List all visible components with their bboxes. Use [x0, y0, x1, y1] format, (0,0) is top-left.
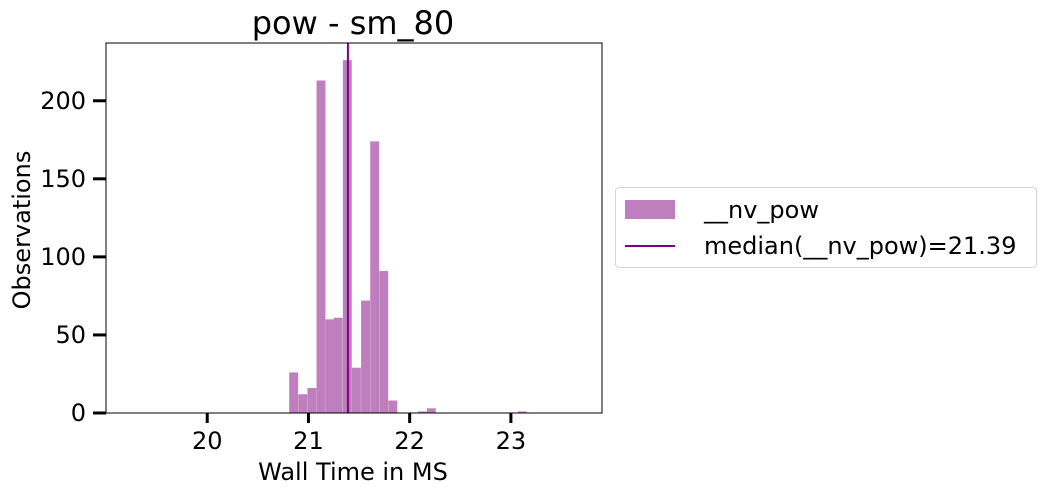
x-tick-label: 23 [496, 427, 527, 455]
chart-legend: __nv_pow median(__nv_pow)=21.39 [615, 187, 1037, 268]
histogram-bar [351, 367, 361, 413]
legend-swatch-median [625, 245, 675, 247]
histogram-bar [325, 319, 335, 413]
histogram-bar [307, 388, 317, 413]
histogram-bar [426, 408, 436, 413]
x-axis-label: Wall Time in MS [258, 458, 448, 486]
y-tick-label: 100 [40, 243, 86, 271]
chart-title: pow - sm_80 [252, 4, 455, 42]
x-tick-label: 22 [394, 427, 425, 455]
legend-label-median: median(__nv_pow)=21.39 [704, 232, 1017, 260]
y-tick-label: 0 [71, 399, 86, 427]
histogram-bars [289, 60, 527, 413]
histogram-bar [333, 317, 343, 413]
x-axis-ticks: 20 21 22 23 [192, 413, 526, 455]
y-tick-label: 150 [40, 165, 86, 193]
histogram-bar [417, 411, 427, 413]
y-tick-label: 50 [55, 321, 86, 349]
y-tick-label: 200 [40, 87, 86, 115]
histogram-bar [298, 394, 308, 413]
legend-swatch-series [625, 200, 675, 219]
y-axis-ticks: 0 50 100 150 200 [40, 87, 106, 427]
histogram-bar [370, 141, 380, 413]
histogram-bar [379, 270, 389, 413]
histogram-bar [388, 400, 398, 413]
histogram-bar [289, 372, 299, 413]
y-axis-label: Observations [8, 151, 36, 310]
plot-area-frame [105, 42, 603, 414]
histogram-bar [361, 300, 370, 413]
x-tick-label: 20 [192, 427, 223, 455]
histogram-bar [517, 411, 527, 413]
histogram-bar [316, 80, 326, 413]
x-tick-label: 21 [293, 427, 324, 455]
legend-label-series: __nv_pow [704, 196, 819, 224]
